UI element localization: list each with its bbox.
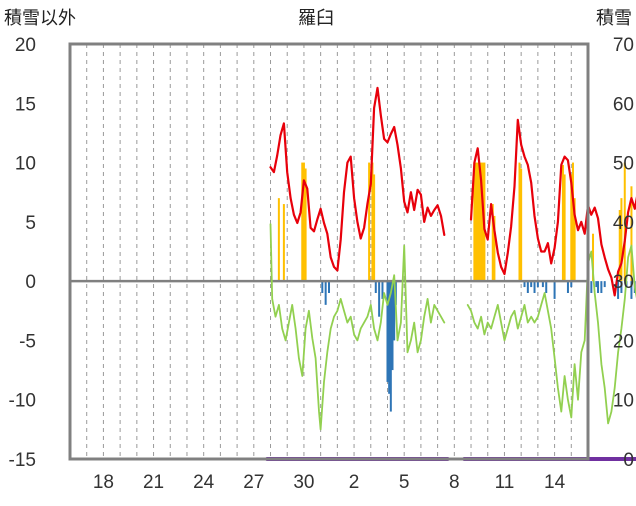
sunshine_bar-bar (618, 210, 621, 282)
sunshine_bar-bar (630, 186, 633, 282)
temperature-line (269, 86, 446, 272)
precip_bar-bar (536, 281, 539, 288)
precip_bar-bar (553, 281, 556, 299)
sunshine_bar-bar (371, 162, 374, 282)
precip_bar-bar (603, 281, 606, 288)
y-right-tick-label: 30 (613, 272, 634, 293)
vertical-gridlines (86, 44, 572, 459)
sunshine_bar-bar (570, 174, 573, 282)
sunshine_bar-bar (301, 162, 304, 282)
precip_bar-bar (393, 281, 396, 341)
y-right-tick-label: 60 (613, 94, 634, 115)
precip_bar-bar (595, 281, 598, 288)
precip_bar-bar (566, 281, 569, 293)
precip_bar-bar (533, 281, 536, 293)
y-left-tick-label: -15 (9, 450, 36, 471)
sunshine_bar-bar (592, 233, 595, 282)
plot-border (68, 42, 590, 461)
sunshine_bar-bar (475, 162, 478, 282)
sunshine_bar-bar (277, 198, 280, 282)
precip_bar-bar (378, 281, 381, 317)
x-tick-label: 14 (544, 472, 566, 493)
precip_bar-bar (530, 281, 533, 288)
sunshine_bar-bar (476, 162, 479, 282)
sunshine_bar-bar (473, 162, 476, 282)
y-left-tick-label: -5 (19, 331, 36, 352)
plot-frame (68, 42, 590, 461)
x-tick-label: 11 (495, 472, 515, 493)
precip_bar-bar (526, 281, 529, 293)
sunshine_bar-bar (491, 204, 494, 282)
y-left-tick-label: 20 (15, 35, 36, 56)
precip_bar-bar (374, 281, 377, 293)
y-right-tick-label: 0 (623, 450, 634, 471)
precip_bar-bar (600, 281, 603, 293)
y-right-tick-label: 50 (613, 154, 634, 175)
precip_bar-bar (321, 281, 324, 293)
sunshine_bar-bar (480, 162, 483, 282)
precip_bar-bar (389, 281, 392, 412)
sunshine_bar-bar (302, 162, 305, 282)
x-tick-label: 8 (449, 472, 460, 493)
precip_bar-bar (388, 281, 391, 394)
x-tick-label: 24 (193, 472, 215, 493)
sunshine_bar-bar (561, 164, 564, 282)
humidity_line-line (269, 223, 446, 431)
x-tick-label: 21 (143, 472, 164, 493)
precip_bar-bar (523, 281, 526, 288)
precip_bar-bar (620, 281, 623, 293)
precip_bar-bar (630, 281, 633, 299)
precip_bar-bar (597, 281, 600, 293)
humidity_line-line (466, 244, 636, 425)
sunshine_bar-bar (373, 174, 376, 282)
y-right-tick-label: 40 (613, 213, 634, 234)
y-left-tick-label: -10 (9, 391, 36, 412)
precip_bar-bar (386, 281, 389, 382)
sunshine_bar-bar (368, 162, 371, 282)
precip_bar-bar (327, 281, 331, 293)
temperature-line (469, 118, 636, 297)
right-axis-label: 積雪 (596, 8, 632, 28)
y-left-tick-label: 10 (15, 154, 36, 175)
sunshine_bar-bar (620, 198, 623, 282)
precip_bar-bar (617, 281, 620, 299)
precip_bar-bar (545, 281, 548, 293)
precip_bar-bar (381, 281, 384, 299)
sunshine_bar-bar (573, 198, 576, 282)
x-tick-label: 27 (243, 472, 264, 493)
precip_bar-bar (570, 281, 573, 288)
sunshine_bar-bar (518, 162, 521, 282)
x-tick-label: 18 (93, 472, 114, 493)
y-right-tick-label: 70 (613, 35, 634, 56)
sunshine_bar-bar (493, 215, 496, 282)
precip_bar-bar (541, 281, 544, 288)
x-tick-label: 2 (349, 472, 360, 493)
x-tick-label: 30 (293, 472, 314, 493)
left-axis-label: 積雪以外 (4, 8, 76, 28)
y-left-tick-label: 0 (25, 272, 36, 293)
bar-series-group (277, 162, 636, 412)
y-left-tick-label: 5 (25, 213, 36, 234)
x-tick-label: 5 (399, 472, 410, 493)
y-right-tick-label: 10 (613, 391, 634, 412)
sunshine_bar-bar (478, 162, 481, 282)
sunshine_bar-bar (623, 162, 626, 282)
precip_bar-bar (391, 281, 394, 371)
precip_bar-bar (590, 281, 593, 293)
sunshine_bar-bar (304, 168, 307, 282)
y-left-tick-label: 15 (15, 94, 36, 115)
sunshine_bar-bar (481, 162, 484, 282)
y-right-tick-label: 20 (613, 331, 634, 352)
chart-title: 羅臼 (298, 8, 334, 28)
sunshine_bar-bar (282, 204, 285, 282)
sunshine_bar-bar (571, 162, 574, 282)
sunshine_bar-bar (563, 174, 566, 282)
precip_bar-bar (324, 281, 327, 305)
sunshine_bar-bar (520, 168, 523, 282)
